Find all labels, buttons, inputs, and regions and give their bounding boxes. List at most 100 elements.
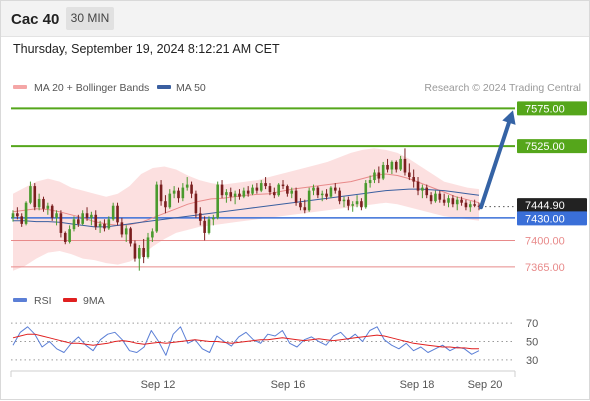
candle-body — [151, 231, 154, 238]
candle-body — [168, 193, 172, 208]
level-label: 7400.00 — [525, 235, 565, 247]
candle-body — [142, 248, 145, 258]
candle-body — [177, 190, 180, 199]
candle-body — [338, 190, 341, 202]
candle-body — [225, 192, 228, 196]
candle-body — [203, 220, 206, 233]
candle-body — [429, 195, 433, 202]
rsi-ma-line — [12, 333, 479, 350]
candle-body — [120, 222, 124, 235]
level-label: 7365.00 — [525, 262, 565, 274]
candle-body — [37, 198, 41, 208]
candle-body — [24, 202, 28, 224]
candle-body — [233, 193, 237, 197]
candle-body — [164, 201, 167, 208]
candle-body — [133, 243, 137, 259]
candle-body — [46, 205, 50, 209]
candle-body — [460, 199, 463, 203]
candle-body — [307, 190, 311, 211]
ma20-legend-label: MA 20 + Bollinger Bands — [34, 82, 149, 94]
projection-arrow-shaft — [479, 120, 511, 210]
candle-body — [129, 228, 132, 244]
candle-body — [72, 219, 76, 230]
widget-header: Cac 40 30 MIN — [1, 1, 589, 37]
candle-body — [94, 214, 98, 227]
candle-body — [473, 204, 476, 206]
candle-body — [50, 205, 54, 218]
level-label-bg — [517, 101, 587, 116]
candle-body — [277, 184, 280, 196]
candle-body — [85, 213, 89, 218]
candle-body — [146, 237, 150, 258]
candle-body — [299, 202, 302, 208]
candle-body — [216, 184, 219, 218]
candle-body — [373, 172, 376, 181]
candle-body — [364, 183, 368, 208]
candle-body — [425, 187, 429, 196]
candle-body — [242, 190, 246, 197]
timeframe-button[interactable]: 30 MIN — [66, 7, 114, 30]
ma50-legend-swatch — [157, 85, 171, 89]
candle-body — [381, 164, 385, 179]
level-label-bg — [517, 139, 587, 154]
rsi-tick-label: 50 — [526, 337, 538, 349]
ma20-line — [12, 173, 480, 226]
candle-body — [290, 190, 294, 194]
candle-body — [264, 183, 267, 187]
candle-body — [451, 198, 455, 205]
candle-body — [464, 202, 468, 208]
candle-body — [255, 187, 259, 191]
candle-body — [368, 180, 372, 184]
rsi-ma-legend-label: 9MA — [83, 295, 105, 307]
candle-body — [63, 232, 67, 242]
ma50-line — [13, 188, 480, 228]
candle-body — [329, 187, 333, 197]
candle-body — [360, 201, 363, 208]
candle-body — [316, 187, 320, 196]
candle-body — [303, 207, 307, 211]
candle-body — [403, 158, 407, 173]
candle-body — [447, 198, 450, 203]
candle-body — [77, 219, 80, 224]
level-label-bg — [517, 198, 587, 213]
candle-body — [33, 186, 37, 208]
candle-body — [325, 193, 328, 197]
candle-body — [42, 198, 45, 209]
candle-body — [281, 184, 285, 187]
candle-body — [194, 193, 198, 214]
candle-body — [477, 205, 481, 207]
candle-body — [421, 187, 424, 191]
candle-body — [159, 184, 163, 202]
candle-body — [268, 186, 272, 193]
candle-body — [185, 184, 189, 188]
candle-body — [155, 184, 159, 232]
rsi-legend-swatch — [13, 298, 27, 302]
rsi-tick-label: 70 — [526, 318, 538, 330]
candle-body — [103, 223, 106, 229]
x-tick-label: Sep 12 — [141, 379, 176, 391]
datetime-label: Thursday, September 19, 2024 8:12:21 AM … — [13, 42, 280, 56]
candle-body — [98, 223, 102, 227]
rsi-line — [12, 326, 480, 356]
ma50-legend-label: MA 50 — [176, 82, 206, 94]
candle-body — [416, 181, 420, 191]
candle-body — [377, 172, 381, 179]
candle-body — [181, 187, 185, 199]
candle-body — [212, 217, 215, 220]
candle-body — [107, 219, 111, 229]
candle-body — [342, 199, 346, 202]
level-label-bg — [517, 211, 587, 226]
x-tick-label: Sep 16 — [271, 379, 306, 391]
candle-body — [11, 213, 15, 218]
x-tick-label: Sep 20 — [468, 379, 503, 391]
projection-arrow-head — [502, 110, 516, 125]
candle-body — [246, 190, 250, 194]
candle-body — [455, 199, 459, 205]
candle-body — [29, 186, 32, 203]
level-label: 7575.00 — [525, 103, 565, 115]
rsi-legend-label: RSI — [34, 295, 52, 307]
ma20-legend-swatch — [13, 85, 27, 89]
candle-body — [259, 183, 263, 191]
candle-body — [251, 187, 254, 194]
